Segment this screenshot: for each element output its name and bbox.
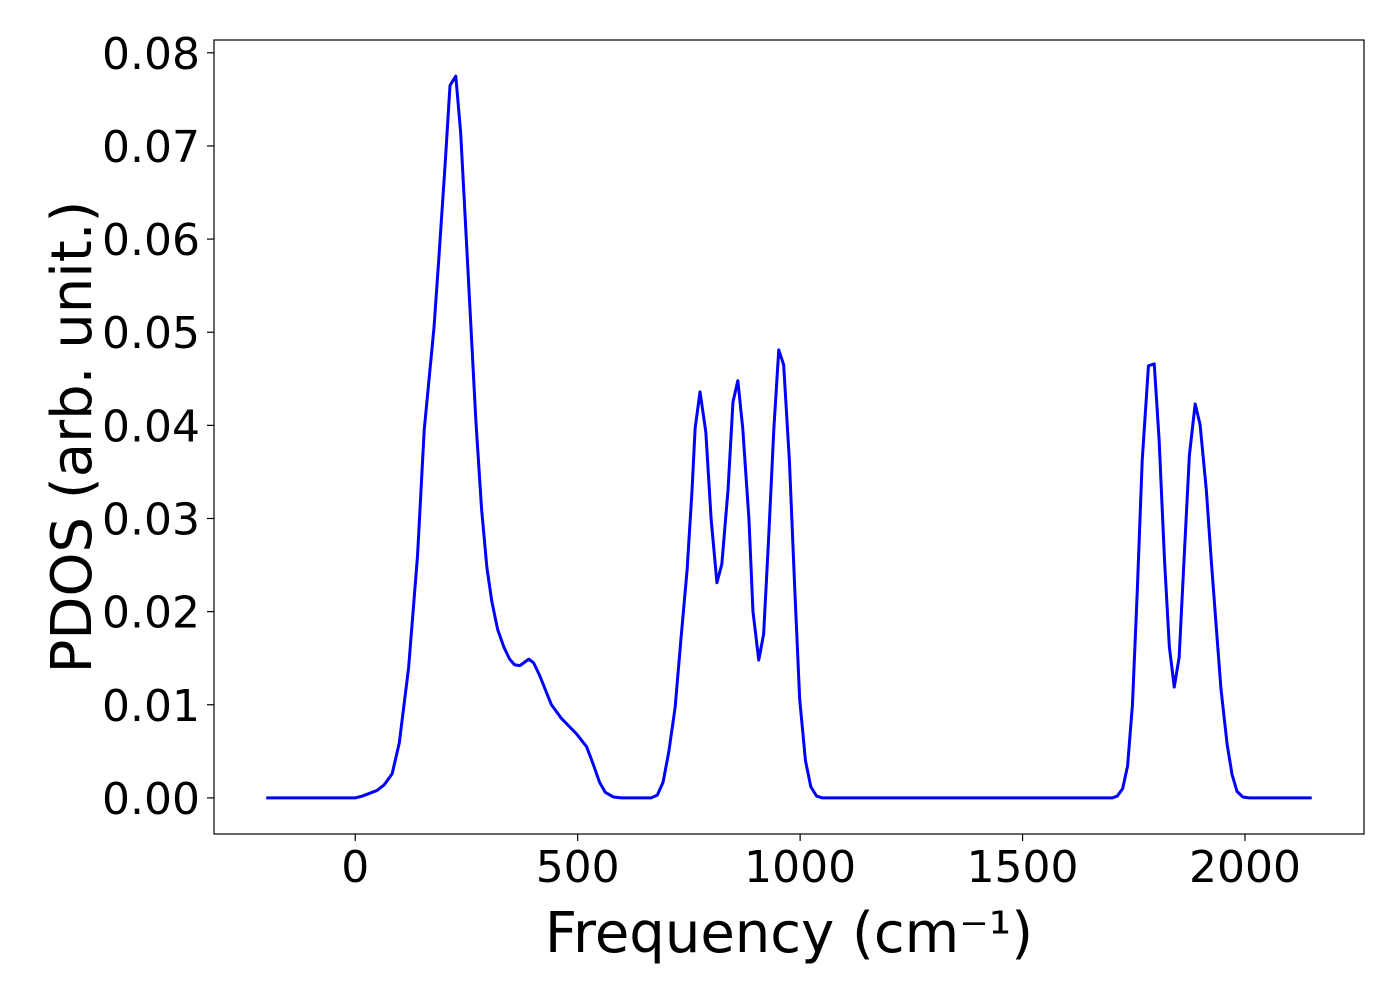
y-axis-label: PDOS (arb. unit.) (40, 201, 105, 674)
data-line (266, 74, 1312, 800)
y-tick-label: 0.01 (102, 681, 200, 732)
x-axis-label: Frequency (cm⁻¹) (545, 901, 1033, 966)
x-tick-label: 0 (341, 842, 369, 893)
y-tick-label: 0.04 (102, 401, 200, 452)
y-tick-label: 0.07 (102, 122, 200, 173)
y-tick-label: 0.02 (102, 588, 200, 639)
y-tick-label: 0.03 (102, 494, 200, 545)
x-tick-label: 1000 (744, 842, 856, 893)
y-tick-label: 0.05 (102, 308, 200, 359)
x-tick-label: 1500 (967, 842, 1079, 893)
y-tick-label: 0.08 (102, 29, 200, 80)
x-tick-label: 500 (536, 842, 620, 893)
plot-frame (213, 39, 1365, 835)
y-tick-label: 0.06 (102, 215, 200, 266)
y-tick-label: 0.00 (102, 774, 200, 825)
x-tick-label: 2000 (1189, 842, 1301, 893)
